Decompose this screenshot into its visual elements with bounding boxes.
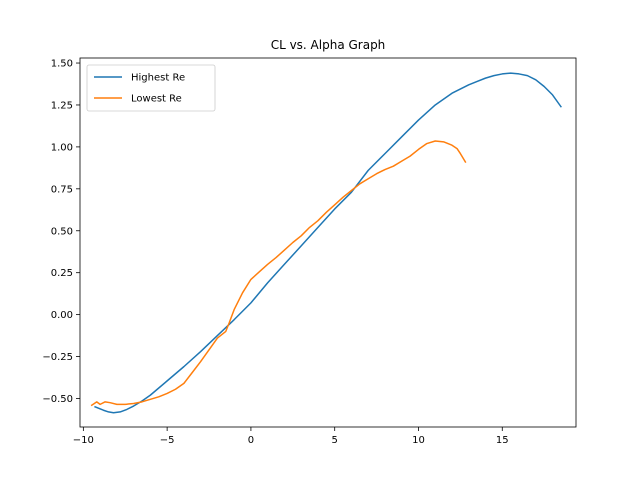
x-tick-label: 15 bbox=[496, 435, 509, 446]
y-tick-label: 0.00 bbox=[51, 310, 73, 321]
y-axis: −0.50 −0.25 0.00 0.25 0.50 0.75 1.00 1.25 1.50 bbox=[42, 59, 80, 405]
x-axis: −10 −5 0 5 10 15 bbox=[73, 427, 509, 446]
y-tick-label: 0.50 bbox=[51, 226, 73, 237]
y-tick-label: 1.50 bbox=[51, 59, 73, 70]
x-tick-label: −10 bbox=[73, 435, 94, 446]
y-tick-label: −0.50 bbox=[42, 394, 73, 405]
series-line-0 bbox=[94, 72, 562, 414]
series-group bbox=[90, 72, 562, 414]
chart-title: CL vs. Alpha Graph bbox=[271, 38, 386, 52]
legend: Highest Re Lowest Re bbox=[86, 64, 216, 112]
series-line-1 bbox=[90, 140, 467, 407]
x-tick-label: 5 bbox=[332, 435, 338, 446]
legend-label-0: Highest Re bbox=[131, 73, 185, 84]
y-tick-label: 0.25 bbox=[51, 268, 73, 279]
y-tick-label: −0.25 bbox=[42, 352, 73, 363]
x-tick-label: 0 bbox=[248, 435, 254, 446]
y-tick-label: 0.75 bbox=[51, 184, 73, 195]
y-tick-label: 1.25 bbox=[51, 100, 73, 111]
axes-frame bbox=[79, 57, 577, 428]
y-tick-label: 1.00 bbox=[51, 142, 73, 153]
x-tick-label: −5 bbox=[160, 435, 175, 446]
legend-label-1: Lowest Re bbox=[131, 94, 182, 105]
x-tick-label: 10 bbox=[412, 435, 425, 446]
